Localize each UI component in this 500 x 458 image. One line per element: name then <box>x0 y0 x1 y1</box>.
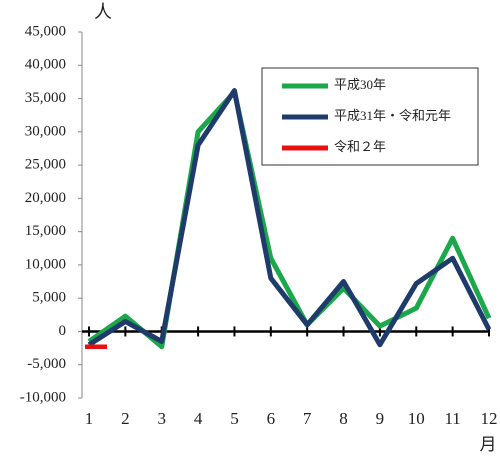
legend-label: 平成30年 <box>334 77 386 92</box>
x-tick-label: 6 <box>267 409 276 428</box>
y-tick-label: -5,000 <box>27 356 66 372</box>
legend-label: 令和２年 <box>334 139 386 154</box>
y-tick-label: 45,000 <box>25 23 66 39</box>
x-tick-label: 12 <box>481 409 498 428</box>
x-axis-label: 月 <box>480 435 497 454</box>
x-tick-label: 1 <box>85 409 94 428</box>
x-tick-label: 7 <box>303 409 312 428</box>
x-tick-label: 4 <box>194 409 203 428</box>
x-tick-label: 11 <box>444 409 460 428</box>
y-tick-label: 10,000 <box>25 256 66 272</box>
x-tick-label: 9 <box>376 409 385 428</box>
y-tick-label: 25,000 <box>25 157 66 173</box>
x-tick-label: 8 <box>339 409 348 428</box>
y-tick-label: -10,000 <box>20 389 66 405</box>
y-tick-label: 40,000 <box>25 57 66 73</box>
x-tick-label: 5 <box>230 409 239 428</box>
y-tick-label: 30,000 <box>25 123 66 139</box>
y-tick-label: 35,000 <box>25 90 66 106</box>
series-line <box>87 89 492 350</box>
y-tick-label: 0 <box>59 323 67 339</box>
legend-label: 平成31年・令和元年 <box>334 108 451 123</box>
y-tick-label: 20,000 <box>25 190 66 206</box>
y-tick-label: 5,000 <box>32 290 66 306</box>
x-tick-label: 3 <box>157 409 166 428</box>
y-axis-label: 人 <box>94 2 112 22</box>
x-tick-label: 2 <box>121 409 130 428</box>
x-tick-label: 10 <box>408 409 425 428</box>
series-line <box>87 88 492 348</box>
y-tick-label: 15,000 <box>25 223 66 239</box>
